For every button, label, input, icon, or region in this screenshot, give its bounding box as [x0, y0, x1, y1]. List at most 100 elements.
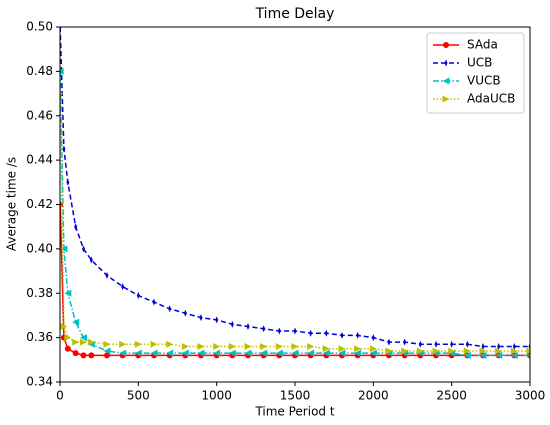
marker [293, 327, 297, 335]
marker [322, 345, 330, 353]
marker [150, 349, 158, 357]
marker [324, 329, 328, 337]
marker [134, 349, 142, 357]
marker [183, 309, 187, 317]
marker [340, 331, 344, 339]
marker [291, 343, 299, 350]
marker [371, 334, 375, 342]
line [60, 27, 530, 348]
marker [89, 256, 93, 264]
marker [66, 178, 70, 186]
marker [72, 318, 80, 326]
y-tick-label: 0.40 [26, 241, 53, 255]
marker [72, 350, 79, 357]
marker [246, 323, 250, 331]
marker [87, 338, 95, 346]
marker [60, 323, 68, 331]
marker [432, 347, 440, 355]
x-tick-label: 3000 [515, 389, 546, 403]
x-tick-label: 2000 [358, 389, 389, 403]
plot-frame [59, 26, 531, 383]
marker [64, 334, 72, 342]
marker [512, 343, 516, 350]
marker [387, 338, 391, 346]
marker [166, 340, 174, 348]
marker [181, 349, 189, 357]
marker [136, 291, 140, 299]
marker [168, 305, 172, 313]
marker [134, 340, 142, 348]
marker [275, 343, 283, 350]
marker [105, 272, 109, 279]
marker [152, 298, 156, 306]
y-tick-label: 0.48 [26, 64, 53, 78]
x-tick-label: 500 [127, 389, 150, 403]
x-tick-label: 0 [56, 389, 64, 403]
marker [434, 340, 438, 348]
x-tick-label: 1500 [280, 389, 311, 403]
marker [121, 283, 125, 291]
chart-title: Time Delay [255, 6, 335, 22]
marker [103, 347, 111, 355]
marker [354, 345, 362, 353]
y-tick-label: 0.50 [26, 20, 53, 34]
y-tick-label: 0.38 [26, 286, 53, 300]
line [60, 204, 530, 357]
marker [72, 338, 80, 346]
legend-label: VUCB [467, 74, 501, 88]
marker [497, 343, 501, 350]
marker [88, 352, 95, 359]
marker [244, 349, 252, 357]
marker [80, 338, 87, 346]
marker [495, 351, 503, 359]
marker [465, 340, 469, 348]
marker [495, 347, 503, 355]
marker [104, 352, 110, 359]
marker [338, 345, 346, 353]
marker [338, 349, 346, 357]
marker [228, 343, 236, 350]
marker [244, 343, 252, 350]
marker [418, 340, 422, 348]
legend-marker [442, 77, 450, 85]
legend-label: UCB [467, 56, 492, 70]
marker [322, 349, 330, 357]
marker [60, 245, 68, 253]
line [60, 71, 530, 357]
marker [80, 352, 87, 359]
marker [215, 316, 219, 324]
legend-box [426, 32, 525, 114]
marker [260, 349, 268, 357]
marker [103, 340, 111, 348]
legend-marker [443, 42, 449, 48]
marker [277, 327, 281, 335]
marker [262, 325, 266, 333]
marker [64, 289, 72, 297]
marker [260, 343, 268, 350]
marker [479, 347, 487, 355]
marker [481, 343, 485, 350]
x-tick-label: 1000 [201, 389, 232, 403]
marker [62, 145, 66, 153]
marker [213, 343, 221, 350]
marker [356, 331, 360, 339]
marker [197, 343, 205, 350]
marker [510, 347, 518, 355]
y-tick-label: 0.34 [26, 375, 53, 389]
line [60, 93, 530, 352]
y-tick-label: 0.46 [26, 108, 53, 122]
marker [463, 351, 471, 359]
marker [199, 314, 203, 322]
marker [119, 349, 127, 357]
y-tick-label: 0.42 [26, 197, 53, 211]
marker [526, 347, 530, 355]
marker [526, 353, 530, 358]
marker [275, 349, 283, 357]
marker [450, 340, 454, 348]
marker [80, 334, 87, 342]
marker [401, 347, 409, 355]
marker [64, 345, 71, 352]
y-tick-label: 0.44 [26, 153, 53, 167]
marker [197, 349, 205, 357]
